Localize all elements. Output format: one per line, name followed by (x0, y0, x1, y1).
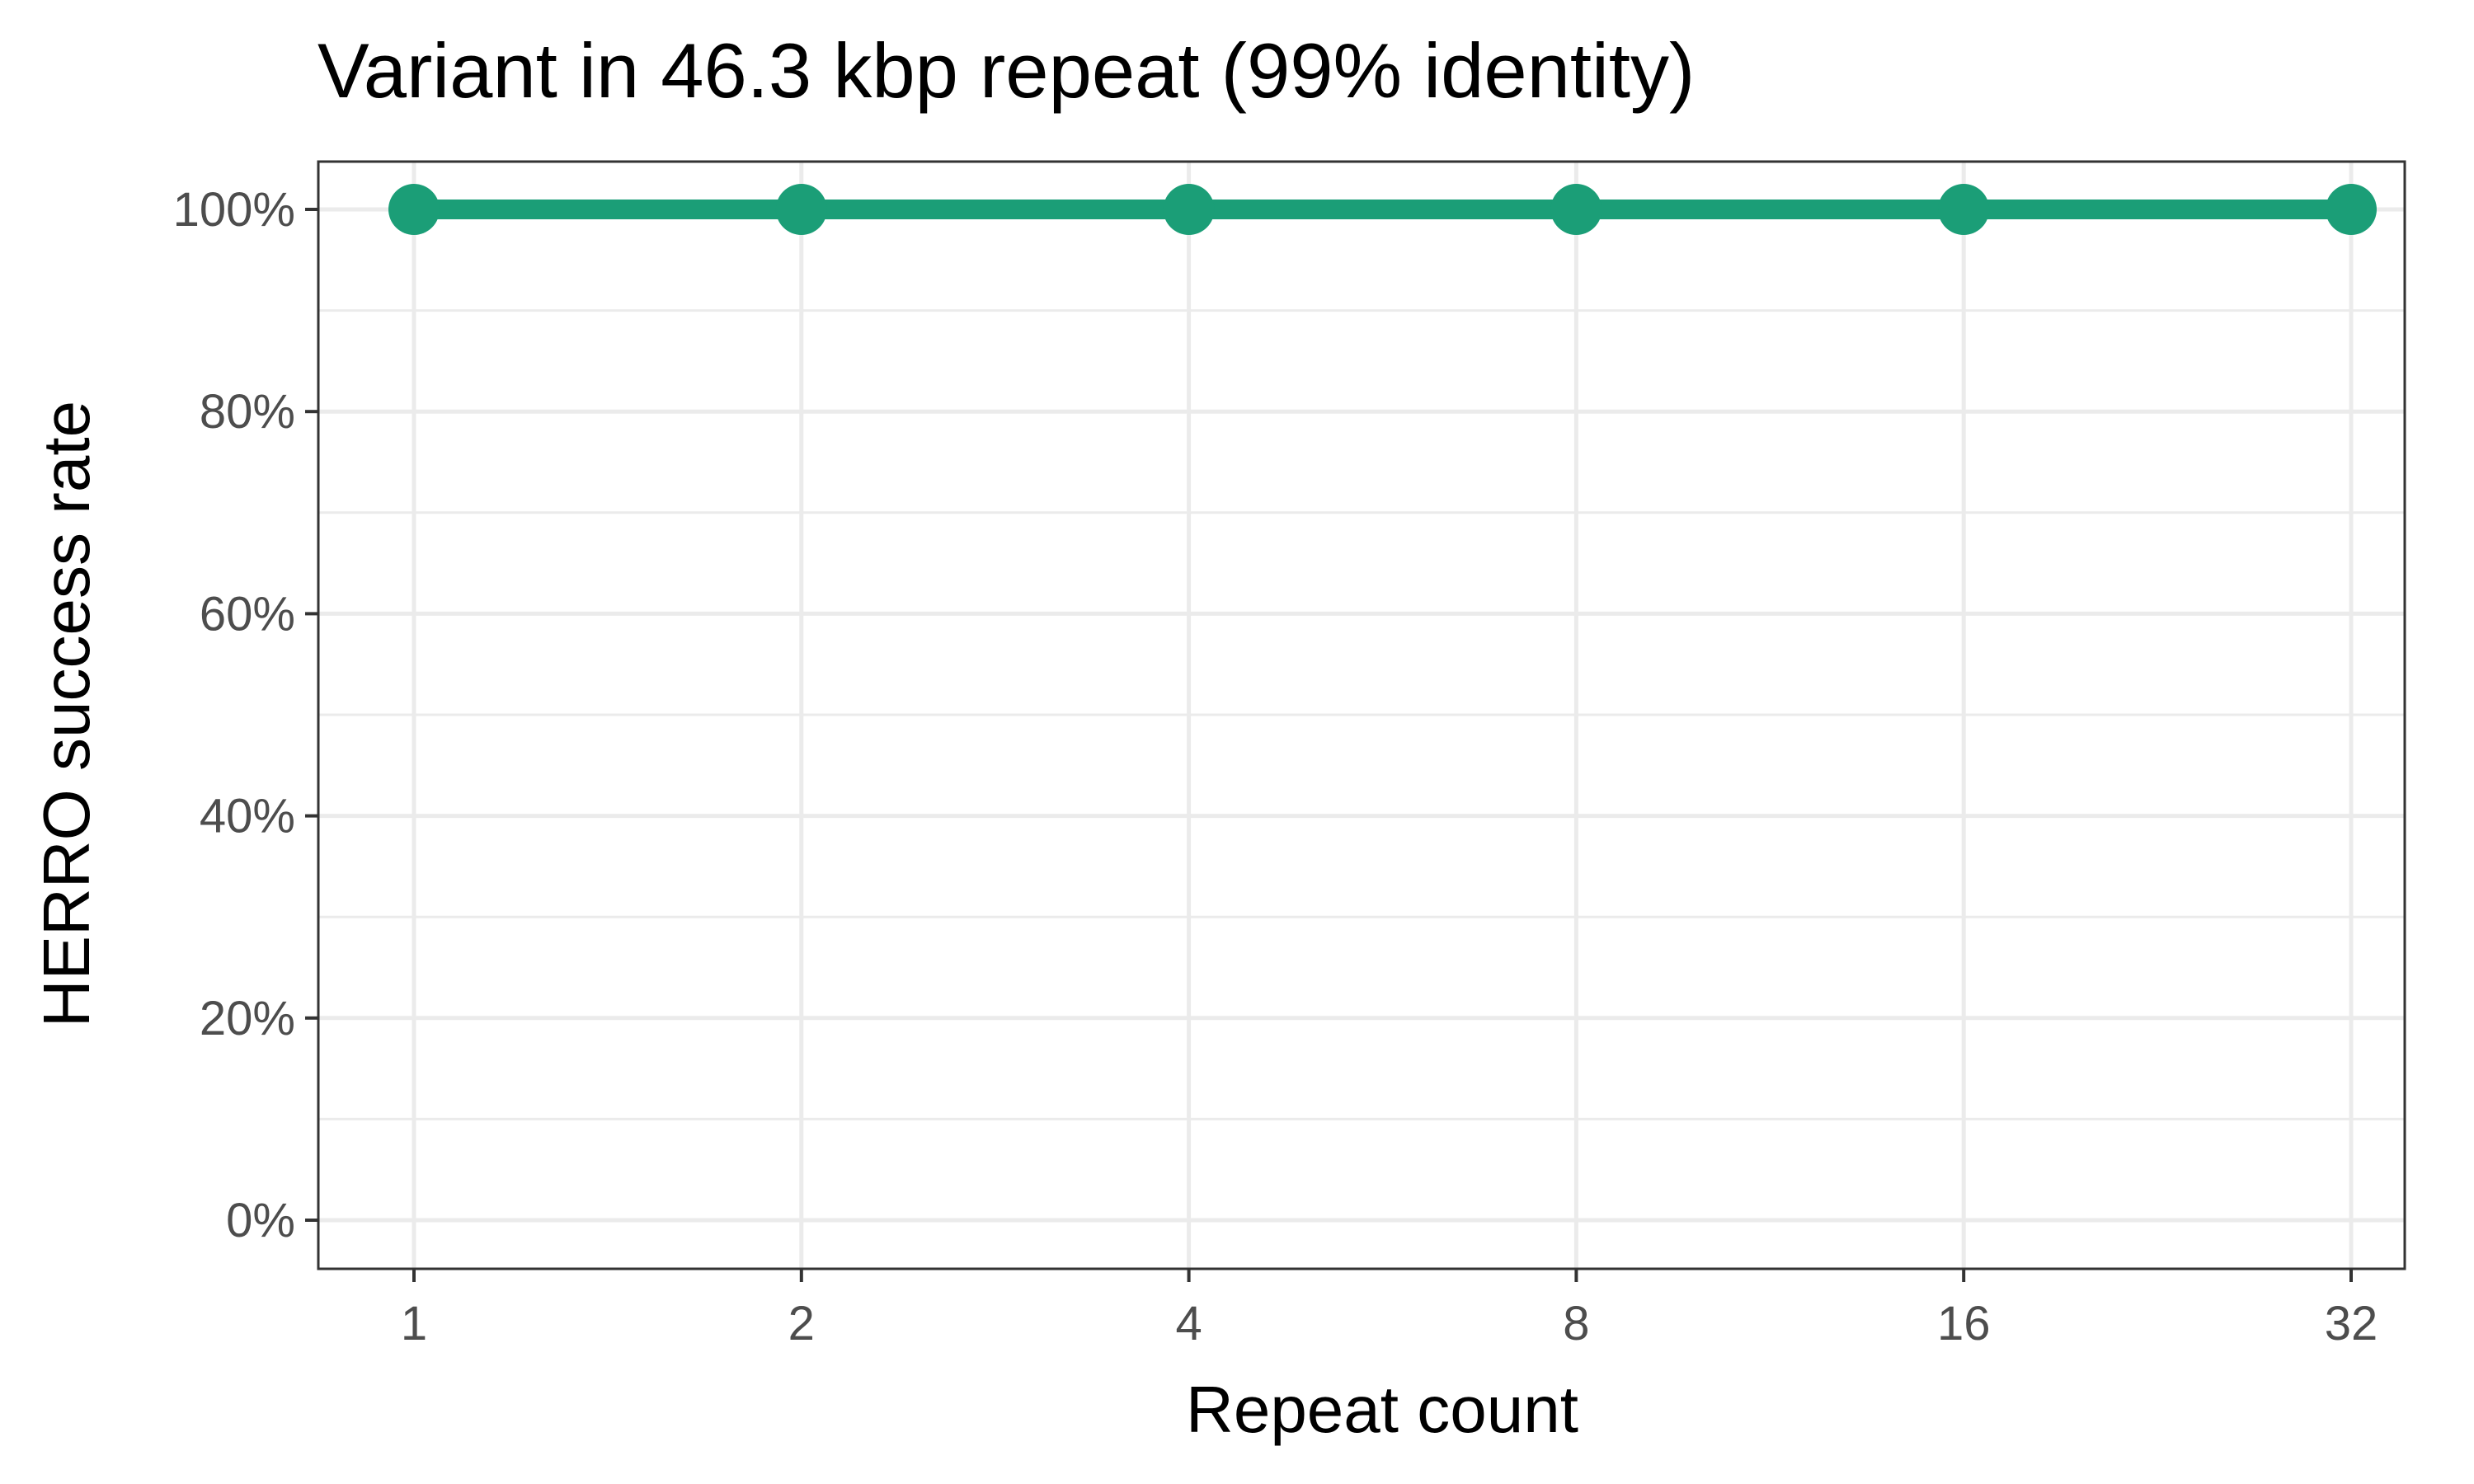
chart-title: Variant in 46.3 kbp repeat (99% identity… (317, 27, 1695, 114)
x-tick-label: 2 (788, 1297, 815, 1350)
x-tick-label: 1 (401, 1297, 427, 1350)
data-point (1938, 184, 1990, 235)
x-tick-label: 32 (2325, 1297, 2378, 1350)
x-axis-title: Repeat count (1186, 1373, 1578, 1446)
y-tick-label: 20% (200, 992, 295, 1045)
y-tick-label: 40% (200, 790, 295, 843)
y-tick-label: 60% (200, 587, 295, 641)
y-axis-title: HERRO success rate (30, 401, 103, 1027)
y-tick-label: 0% (226, 1194, 295, 1247)
panel-border (317, 160, 2406, 1270)
y-tick-label: 80% (200, 385, 295, 439)
data-point (388, 184, 440, 235)
data-point (1163, 184, 1215, 235)
data-point (2326, 184, 2377, 235)
grid (318, 162, 2405, 1269)
data-point (1550, 184, 1602, 235)
data-point (775, 184, 827, 235)
series-layer (388, 184, 2377, 235)
y-tick-label: 100% (173, 183, 295, 237)
axes: 0% 20% 40% 60% 80% 100% 1 2 4 8 16 32 (173, 183, 2378, 1350)
x-tick-label: 8 (1563, 1297, 1589, 1350)
x-tick-label: 4 (1175, 1297, 1202, 1350)
x-tick-label: 16 (1937, 1297, 1991, 1350)
